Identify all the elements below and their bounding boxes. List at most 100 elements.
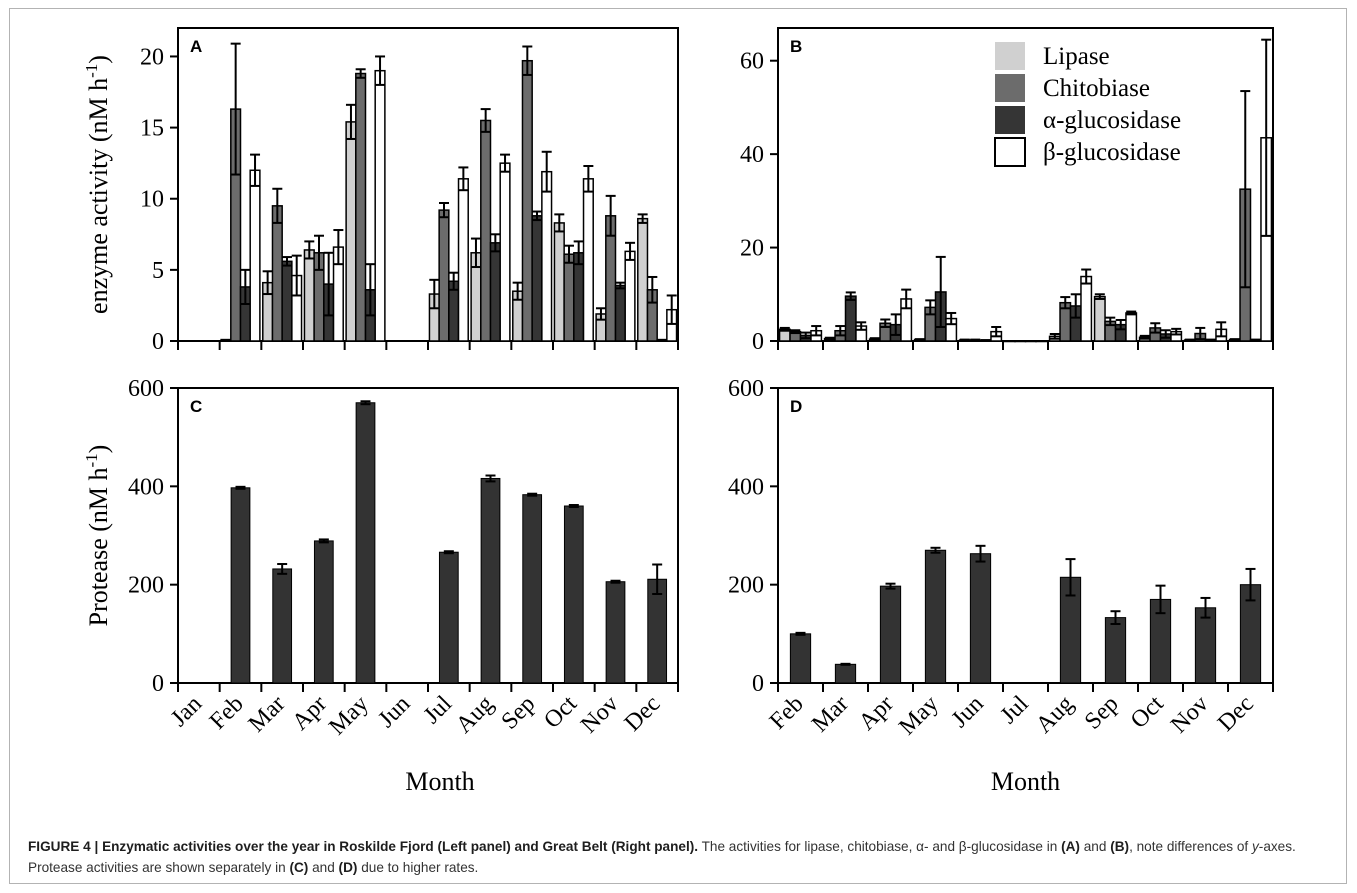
legend-label: α-glucosidase (1043, 107, 1181, 134)
caption-text-and-1: and (1079, 839, 1111, 854)
y-tick-label: 10 (140, 187, 164, 213)
x-tick-label: Oct (1126, 691, 1169, 734)
bar (531, 215, 543, 342)
bar (489, 242, 501, 342)
bar (1194, 607, 1217, 684)
legend-swatch (995, 42, 1025, 70)
x-tick-label: Aug (1031, 691, 1079, 739)
bar (480, 477, 501, 684)
bar (1003, 340, 1016, 343)
x-tick-label: Feb (205, 691, 249, 735)
y-axis-label-sup: -1 (82, 64, 101, 78)
panel-letter: B (790, 37, 802, 56)
bar (480, 119, 492, 342)
bar (355, 72, 367, 342)
bar (220, 338, 232, 342)
bar (844, 295, 857, 342)
bar (355, 402, 376, 684)
y-tick-label: 20 (740, 236, 764, 262)
bar (230, 487, 251, 684)
y-tick-label: 20 (140, 44, 164, 70)
y-axis-label-main: Protease (nM h (84, 467, 113, 626)
caption-text-2: , note differences of (1129, 839, 1252, 854)
x-tick-label: Sep (1080, 691, 1124, 735)
caption-text-4: due to higher rates. (357, 860, 479, 875)
y-tick-label: 0 (752, 671, 764, 697)
x-tick-label: Mar (807, 691, 854, 738)
legend-swatch (994, 137, 1026, 167)
x-tick-label: Nov (1166, 691, 1214, 739)
bar (438, 551, 459, 684)
panel-c: 0 200 400 600 C Protease (nM h-1) JanFebMarApr… (82, 376, 679, 796)
plot-frame (777, 387, 1274, 684)
bar (271, 205, 283, 342)
caption-text-and-2: and (308, 860, 339, 875)
x-tick-label: Mar (244, 691, 291, 738)
bar (281, 260, 293, 342)
y-tick-label: 400 (128, 474, 164, 500)
panel-letter: C (190, 397, 202, 416)
y-tick-label: 60 (740, 49, 764, 75)
bar (637, 217, 649, 342)
legend-swatch (995, 74, 1025, 102)
x-tick-label: Aug (451, 691, 499, 739)
x-tick-label: Jun (947, 691, 989, 733)
caption-ref-c: (C) (289, 860, 309, 875)
bar (573, 252, 585, 342)
y-tick-label: 15 (140, 116, 164, 142)
bar (249, 169, 261, 342)
panel-letter: A (190, 37, 202, 56)
bar (1014, 340, 1027, 343)
bar (1093, 295, 1106, 342)
y-tick-label: 200 (128, 573, 164, 599)
bar (457, 178, 469, 342)
caption-y-axes: y (1252, 839, 1259, 854)
x-tick-label: Jun (373, 691, 415, 733)
x-tick-label: Sep (497, 691, 541, 735)
bar (563, 253, 575, 342)
y-tick-label: 0 (752, 329, 764, 355)
bar (374, 69, 386, 342)
figure-caption: FIGURE 4 | Enzymatic activities over the… (28, 836, 1328, 878)
bar (1024, 340, 1037, 343)
bar (1125, 312, 1138, 342)
bar (303, 249, 315, 342)
legend-label: β-glucosidase (1043, 139, 1181, 166)
x-tick-label: Oct (539, 691, 582, 734)
bar (834, 663, 857, 684)
bar (789, 633, 812, 684)
bar (313, 540, 334, 684)
caption-label: FIGURE 4 | (28, 839, 103, 854)
bar (438, 209, 450, 342)
x-tick-label: Dec (620, 691, 666, 737)
x-tick-label: Jan (166, 691, 207, 732)
plot-frame (177, 387, 679, 684)
x-tick-label: Jul (996, 691, 1034, 729)
panel-letter: D (790, 397, 802, 416)
bar (272, 568, 293, 684)
x-tick-label: Apr (287, 691, 332, 736)
bar (969, 553, 992, 684)
bar (1035, 340, 1048, 343)
y-axis-label-close: ) (84, 55, 113, 64)
caption-ref-d: (D) (338, 860, 358, 875)
legend-label: Lipase (1043, 43, 1110, 70)
x-tick-label: Jul (419, 691, 457, 729)
y-axis-label-close: ) (84, 445, 113, 454)
y-axis-label-sup: -1 (82, 453, 101, 467)
x-tick-label: May (894, 691, 943, 740)
bar (345, 121, 357, 342)
caption-ref-a: (A) (1061, 839, 1080, 854)
panel-b: 0 20 40 60 B (740, 27, 1274, 355)
caption-title: Enzymatic activities over the year in Ro… (102, 839, 699, 854)
x-axis-label: Month (405, 767, 474, 796)
legend-swatch (995, 106, 1025, 134)
bar (605, 581, 626, 684)
bar (499, 162, 511, 342)
y-tick-label: 600 (128, 376, 164, 402)
bar (656, 338, 668, 342)
y-axis-label: enzyme activity (nM h-1) (82, 55, 113, 314)
